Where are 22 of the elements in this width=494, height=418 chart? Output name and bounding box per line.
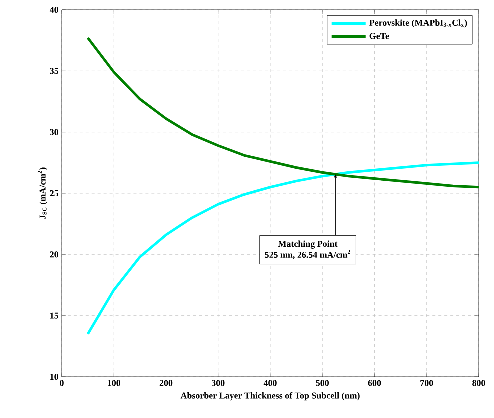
legend-label: Perovskite (MAPbI$_{3-x}$Cl$_{x}$) [370,20,468,28]
y-tick-label: 20 [50,252,58,258]
legend-label: GeTe [370,33,390,40]
x-tick-label: 500 [316,380,330,386]
x-tick-label: 700 [420,380,434,386]
y-tick-label: 10 [50,374,58,380]
y-tick-label: 15 [50,312,58,319]
y-tick-label: 30 [50,129,58,136]
annotation: 525 nm, 26.54 mA/cm$^{2}$ [265,250,350,260]
y-tick-label: 25 [50,190,58,197]
y-tick-label: 40 [50,6,58,14]
x-tick-label: 600 [368,380,382,386]
x-tick-label: 200 [160,380,173,386]
x-tick-label: 100 [108,380,121,386]
y-tick-label: 35 [50,68,58,74]
x-axis-title: Absorber Layer Thickness of Top Subcell (nm) [180,392,360,401]
x-tick-label: 800 [472,380,486,386]
x-tick-label: 400 [264,380,277,386]
x-tick-label: 300 [212,380,225,386]
x-tick-label: 0 [60,380,64,386]
annotation: Matching Point [278,240,338,249]
y-axis-title: J$_{SC}$ (mA/cm$^{2}$) [38,168,48,220]
